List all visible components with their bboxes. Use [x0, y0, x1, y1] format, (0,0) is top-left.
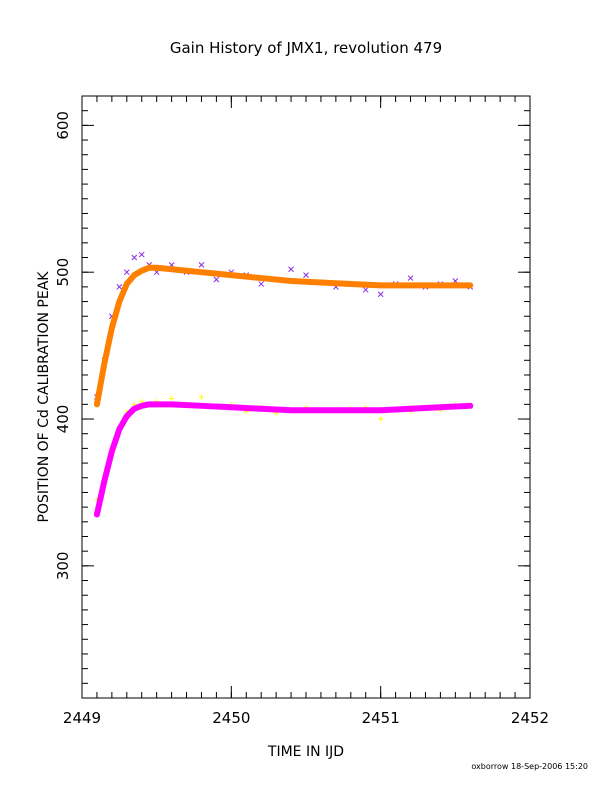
- y-tick-label: 600: [54, 111, 72, 140]
- series-0: [94, 251, 474, 400]
- data-point: [138, 251, 145, 258]
- series-3: [93, 401, 474, 518]
- data-point: [131, 254, 138, 261]
- x-tick-label: 2452: [511, 709, 549, 727]
- data-point: [169, 395, 175, 401]
- x-tick-label: 2451: [362, 709, 400, 727]
- footer-credit: oxborrow 18-Sep-2006 15:20: [471, 762, 588, 771]
- x-tick-labels: 2449 2450 2451 2452: [63, 709, 549, 727]
- y-tick-labels: 300 400 500 600: [54, 111, 72, 580]
- data-point: [198, 394, 204, 400]
- x-tick-label: 2449: [63, 709, 101, 727]
- x-axis-label: TIME IN IJD: [267, 744, 344, 760]
- data-point: [303, 272, 309, 278]
- fit-curve: [93, 264, 474, 408]
- data-point: [198, 262, 205, 268]
- y-tick-label: 500: [54, 258, 72, 287]
- plot-frame: [81, 95, 531, 699]
- y-tick-label: 300: [54, 552, 72, 581]
- chart-title: Gain History of JMX1, revolution 479: [170, 39, 442, 57]
- axis-ticks: [81, 95, 531, 699]
- data-marks: [93, 251, 474, 518]
- data-point: [258, 281, 265, 287]
- data-point: [407, 275, 414, 281]
- data-point: [378, 416, 384, 422]
- data-point: [288, 266, 294, 273]
- y-tick-label: 400: [54, 405, 72, 434]
- data-point: [213, 276, 220, 283]
- data-point: [362, 286, 369, 293]
- data-point: [123, 269, 130, 276]
- data-point: [116, 284, 123, 290]
- x-tick-label: 2450: [212, 709, 250, 727]
- y-axis-label: POSITION OF Cd CALIBRATION PEAK: [36, 271, 52, 523]
- data-point: [377, 291, 384, 298]
- series-1: [93, 264, 474, 408]
- fit-curve: [93, 401, 474, 518]
